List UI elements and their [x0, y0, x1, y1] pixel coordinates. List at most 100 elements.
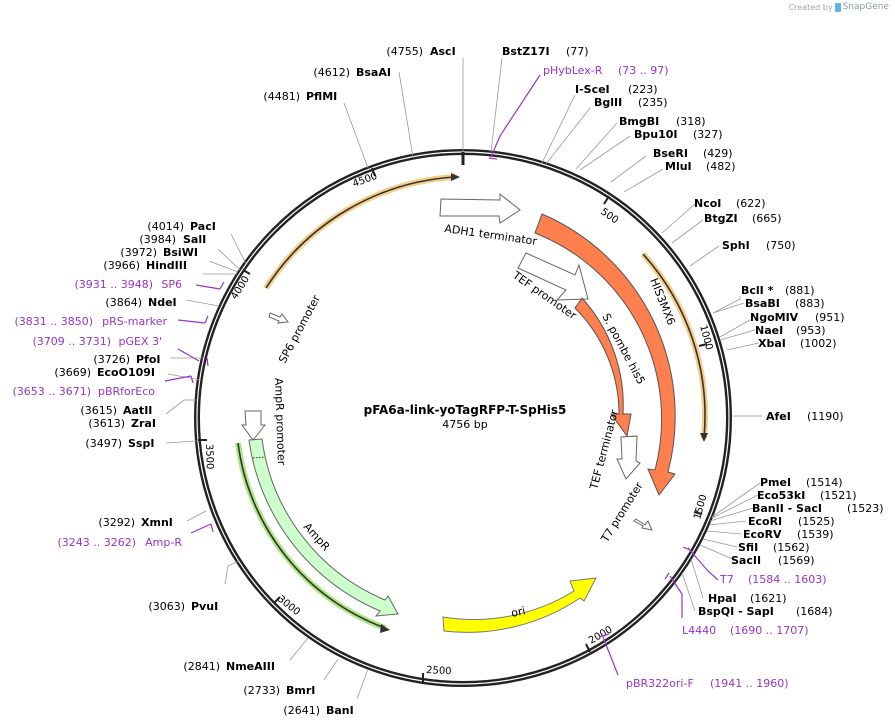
site-bsaai[interactable]: (4612) BsaAI: [313, 66, 391, 79]
site-ncoi[interactable]: NcoI (622): [694, 197, 766, 210]
primer-pgex-3[interactable]: pGEX 3' (3709 .. 3731): [32, 335, 162, 348]
site-eco0109i[interactable]: (3669) EcoO109I: [54, 366, 155, 379]
svg-text:SacII: SacII: [731, 554, 761, 567]
site-sali[interactable]: (3984) SalI: [139, 233, 206, 246]
site-bsiwi[interactable]: (3972) BsiWI: [120, 246, 198, 259]
feature-ampr-promoter[interactable]: AmpR promoter: [241, 378, 288, 466]
svg-text:AatII: AatII: [123, 404, 152, 417]
site-sspi[interactable]: (3497) SspI: [85, 437, 154, 450]
site-ecorv[interactable]: EcoRV (1539): [743, 528, 834, 541]
svg-text:(1941 .. 1960): (1941 .. 1960): [710, 677, 789, 690]
svg-text:BsaBI: BsaBI: [745, 297, 780, 310]
site-btgzi[interactable]: BtgZI (665): [704, 212, 782, 225]
site-bglii[interactable]: BglII (235): [594, 96, 668, 109]
site-naei[interactable]: NaeI (953): [755, 324, 826, 337]
site-sphi[interactable]: SphI (750): [722, 239, 796, 252]
site-xbai[interactable]: XbaI (1002): [758, 337, 837, 350]
svg-text:(1539): (1539): [797, 528, 834, 541]
svg-text:(1523): (1523): [847, 502, 884, 515]
site-afei[interactable]: AfeI (1190): [766, 410, 844, 423]
site-nmeaiii[interactable]: (2841) NmeAIII: [183, 660, 275, 673]
svg-text:(3709 .. 3731): (3709 .. 3731): [32, 335, 111, 348]
svg-text:(3615): (3615): [80, 404, 117, 417]
site-asci[interactable]: (4755) AscI: [386, 45, 455, 58]
site-ndei[interactable]: (3864) NdeI: [105, 296, 176, 309]
site-i-scei[interactable]: I-SceI (223): [575, 83, 658, 96]
svg-text:SfiI: SfiI: [738, 541, 758, 554]
primer-phyblex-r[interactable]: pHybLex-R (73 .. 97): [543, 64, 669, 77]
site-hpai[interactable]: HpaI (1621): [708, 592, 787, 605]
site-bsabi[interactable]: BsaBI (883): [745, 297, 825, 310]
svg-text:BclI *: BclI *: [741, 284, 774, 297]
site-aatii[interactable]: (3615) AatII: [80, 404, 152, 417]
site-bstz17i[interactable]: BstZ17I (77): [502, 45, 589, 58]
svg-text:PfoI: PfoI: [136, 353, 161, 366]
svg-text:(3497): (3497): [85, 437, 122, 450]
svg-text:(3864): (3864): [105, 296, 142, 309]
site-sfii[interactable]: SfiI (1562): [738, 541, 810, 554]
site-bmgbi[interactable]: BmgBI (318): [619, 115, 706, 128]
svg-text:(953): (953): [796, 324, 826, 337]
sites-right: BstZ17I (77) I-SceI (223) BglII (235) BmgBI…: [502, 45, 884, 618]
svg-text:(622): (622): [736, 197, 766, 210]
feature-tef-terminator[interactable]: TEF terminator: [587, 408, 641, 492]
site-paci[interactable]: (4014) PacI: [147, 220, 215, 233]
site-xmni[interactable]: (3292) XmnI: [98, 516, 172, 529]
svg-text:(4755): (4755): [386, 45, 423, 58]
svg-text:(2841): (2841): [183, 660, 220, 673]
primer-amp-r[interactable]: Amp-R (3243 .. 3262): [57, 536, 182, 549]
site-ngomiv[interactable]: NgoMIV (951): [750, 311, 845, 324]
svg-text:T7 promoter: T7 promoter: [598, 479, 646, 545]
svg-text:BtgZI: BtgZI: [704, 212, 738, 225]
site-sacii[interactable]: SacII (1569): [731, 554, 815, 567]
svg-text:NaeI: NaeI: [755, 324, 783, 337]
primer-l4440[interactable]: L4440 (1690 .. 1707): [682, 624, 809, 637]
site-hindiii[interactable]: (3966) HindIII: [103, 259, 187, 272]
site-mlui[interactable]: MluI (482): [665, 160, 736, 173]
primer-sp6[interactable]: SP6 (3931 .. 3948): [74, 278, 182, 291]
svg-text:(318): (318): [676, 115, 706, 128]
feature-tef-promoter[interactable]: TEF promoter: [509, 252, 589, 322]
sites-left: (4755) AscI (4612) BsaAI (4481) PflMI (4014…: [54, 45, 455, 717]
svg-text:Eco53kI: Eco53kI: [757, 489, 805, 502]
feature-sp6-promoter[interactable]: SP6 promoter: [268, 293, 323, 366]
site-banii-saci[interactable]: BanII - SacI (1523): [752, 502, 884, 515]
orf-arrowhead-icon: [380, 624, 390, 633]
svg-text:EcoRI: EcoRI: [748, 515, 782, 528]
svg-text:BmgBI: BmgBI: [619, 115, 659, 128]
site-bmri[interactable]: (2733) BmrI: [243, 684, 315, 697]
primer-pbrforeco[interactable]: pBRforEco (3653 .. 3671): [12, 385, 155, 398]
svg-text:(3292): (3292): [98, 516, 135, 529]
svg-text:BanI: BanI: [326, 704, 354, 717]
svg-text:(3972): (3972): [120, 246, 157, 259]
svg-text:BanII - SacI: BanII - SacI: [752, 502, 822, 515]
primer-pbr322ori-f[interactable]: pBR322ori-F (1941 .. 1960): [626, 677, 789, 690]
svg-text:SalI: SalI: [183, 233, 206, 246]
primer-prs-marker[interactable]: pRS-marker (3831 .. 3850): [14, 315, 167, 328]
site-pmei[interactable]: PmeI (1514): [760, 476, 843, 489]
svg-text:(3243 .. 3262): (3243 .. 3262): [57, 536, 136, 549]
svg-text:BmrI: BmrI: [286, 684, 315, 697]
site-bani[interactable]: (2641) BanI: [283, 704, 353, 717]
site-bpu10i[interactable]: Bpu10I (327): [634, 128, 723, 141]
feature-adh1-terminator[interactable]: ADH1 terminator: [439, 192, 538, 248]
svg-text:(951): (951): [815, 311, 845, 324]
feature-ori[interactable]: ori: [442, 577, 597, 633]
site-bspqi-sapi[interactable]: BspQI - SapI (1684): [698, 605, 833, 618]
svg-text:SphI: SphI: [722, 239, 750, 252]
primer-t7[interactable]: T7 (1584 .. 1603): [719, 573, 827, 586]
site-pvui[interactable]: (3063) PvuI: [148, 600, 218, 613]
svg-text:BglII: BglII: [594, 96, 622, 109]
feature-ampr[interactable]: AmpR: [248, 438, 399, 617]
site-bcli[interactable]: BclI * (881): [741, 284, 815, 297]
feature-t7-promoter[interactable]: T7 promoter: [598, 479, 653, 545]
credit-prefix: Created by: [788, 2, 833, 12]
site-zrai[interactable]: (3613) ZraI: [88, 417, 156, 430]
site-eco53ki[interactable]: Eco53kI (1521): [757, 489, 857, 502]
svg-text:(1569): (1569): [778, 554, 815, 567]
site-bseri[interactable]: BseRI (429): [653, 147, 733, 160]
site-ecori[interactable]: EcoRI (1525): [748, 515, 835, 528]
site-pfoi[interactable]: (3726) PfoI: [93, 353, 160, 366]
site-pflmi[interactable]: (4481) PflMI: [263, 90, 337, 103]
svg-text:BspQI - SapI: BspQI - SapI: [698, 605, 774, 618]
